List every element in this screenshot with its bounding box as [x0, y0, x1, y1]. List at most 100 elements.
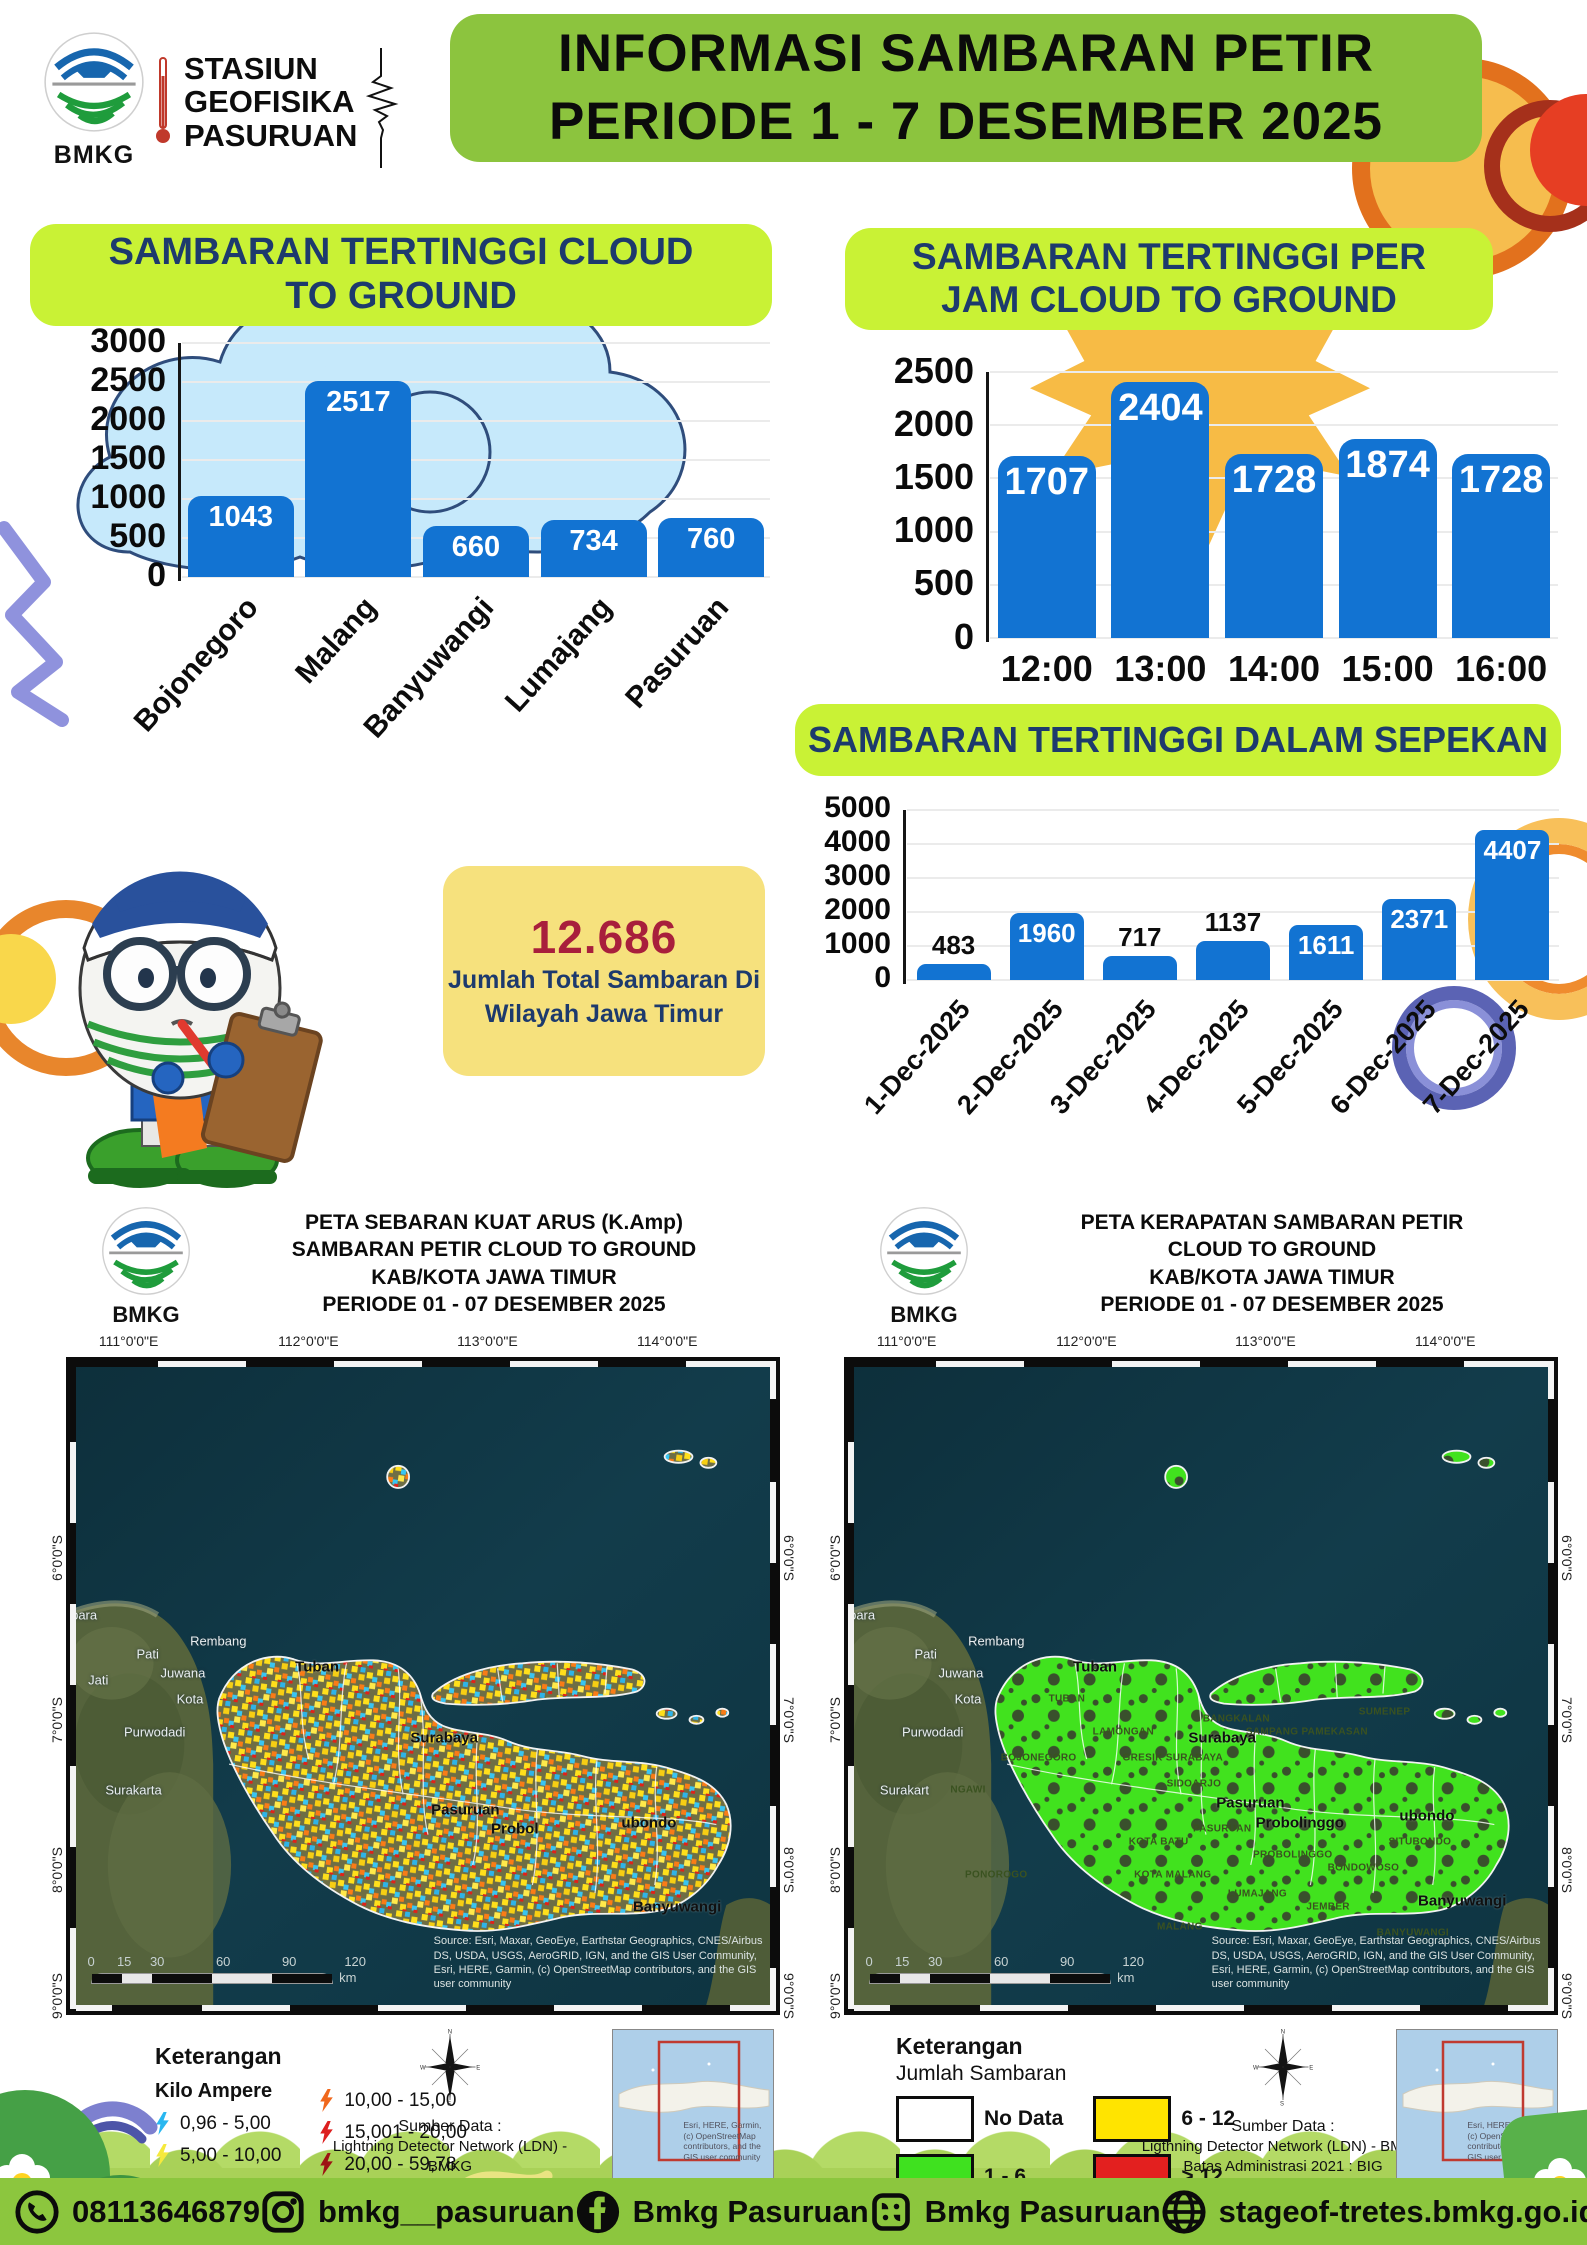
map-place-label: Purwodadi	[902, 1724, 964, 1739]
map-place-label: SUMENEP	[1358, 1706, 1411, 1718]
compass-rose-icon	[420, 2027, 480, 2107]
map-place-label: KOTA BATU	[1128, 1836, 1189, 1848]
bar: 1611	[1289, 925, 1364, 980]
latitude-label: 6°0'0"S	[1559, 1534, 1575, 1581]
footer-website[interactable]: stageof-tretes.bmkg.go.id	[1161, 2189, 1587, 2235]
bmkg-logo-map-left: BMKG	[98, 1205, 194, 1328]
longitude-label: 113°0'0"E	[1235, 1333, 1296, 1349]
map-place-label: Purwodadi	[124, 1724, 186, 1739]
decor-purple-zigzag	[0, 521, 69, 727]
gridline	[907, 877, 1559, 879]
bar-value-label: 1137	[1204, 907, 1262, 937]
longitude-label: 111°0'0"E	[876, 1333, 937, 1349]
bar-value-label: 1960	[1017, 918, 1076, 948]
total-strikes-caption-line1: Jumlah Total Sambaran Di	[447, 966, 761, 995]
y-axis-tick-label: 1000	[893, 509, 974, 551]
latitude-label: 8°0'0"S	[1559, 1846, 1575, 1893]
page-title: INFORMASI SAMBARAN PETIR PERIODE 1 - 7 D…	[450, 14, 1482, 162]
map-place-label: Tuban	[295, 1658, 340, 1675]
map-right-scalebar: 0 15 30 60 90 120 km	[865, 1954, 1145, 1985]
bar-value-label: 1874	[1345, 444, 1430, 486]
map-place-label: LAMONGAN	[1092, 1726, 1154, 1737]
station-logo-block: BMKG STASIUN GEOFISIKA PASURUAN	[42, 30, 442, 169]
map-place-label: Rembang	[190, 1633, 247, 1648]
bar: 1728	[1452, 454, 1551, 638]
map-place-label: TUBAN	[1048, 1693, 1086, 1705]
legend-item: No Data	[896, 2096, 1063, 2142]
station-name: STASIUN GEOFISIKA PASURUAN	[184, 51, 358, 153]
y-axis-tick-label: 3000	[824, 859, 891, 893]
bar-value-label: 4407	[1483, 835, 1542, 865]
total-strikes-value: 12.686	[530, 911, 678, 964]
map-place-label: BONDOWOSO	[1327, 1862, 1400, 1874]
map-place-label: BOJONEGORO	[1000, 1752, 1077, 1763]
bar-value-label: 1728	[1231, 459, 1317, 501]
bar-value-label: 660	[451, 531, 501, 563]
map-place-label: BANYUWANGI	[1376, 1927, 1450, 1939]
bar-value-label: 717	[1118, 922, 1162, 952]
map-place-label: SIDOARJO	[1166, 1778, 1222, 1789]
latitude-label: 6°0'0"S	[781, 1534, 797, 1581]
y-axis-tick-label: 1000	[90, 477, 166, 516]
map-place-label: Juwana	[938, 1665, 984, 1681]
map-place-label: KOTA MALANG	[1134, 1869, 1212, 1880]
legend-item: 20,00 - 59,78	[319, 2153, 467, 2176]
longitude-label: 114°0'0"E	[636, 1333, 698, 1349]
whatsapp-icon	[15, 2189, 59, 2234]
bar-value-label: 760	[686, 523, 736, 555]
bmkg-logo: BMKG	[42, 30, 146, 170]
map-place-label: Pasuruan	[1216, 1794, 1285, 1812]
y-axis-tick-label: 500	[109, 516, 166, 555]
y-axis-tick-label: 2000	[824, 893, 891, 927]
map-place-label: Rembang	[968, 1633, 1025, 1648]
x-axis-category-label: Malang	[289, 591, 383, 690]
map-place-label: NGAWI	[950, 1784, 986, 1796]
bar: 2517	[305, 381, 412, 577]
latitude-label: 9°0'0"S	[1559, 1973, 1575, 2020]
mascot-illustration	[78, 871, 323, 1188]
bmkg-logo-map-right: BMKG	[876, 1205, 972, 1328]
map-left-inset-overview: Esri, HERE, Garmin, (c) OpenStreetMap co…	[612, 2029, 774, 2181]
latitude-label: 7°0'0"S	[49, 1697, 65, 1743]
footer-facebook[interactable]: Bmkg Pasuruan	[575, 2189, 869, 2235]
map-right-place-labels: para Pati Juwana Rembang Kota Purwodadi Suraka…	[848, 1361, 1554, 2011]
chart2-title: SAMBARAN TERTINGGI PER JAM CLOUD TO GROU…	[845, 228, 1493, 330]
gridline	[990, 424, 1558, 427]
map-place-label: LUMAJANG	[1227, 1888, 1288, 1900]
legend-item: 10,00 - 15,00	[319, 2089, 467, 2112]
map-place-label: Probolinggo	[1255, 1814, 1344, 1831]
bar: 1707	[997, 456, 1096, 638]
facebook-icon	[576, 2190, 619, 2233]
footer-whatsapp[interactable]: 08113646879	[14, 2189, 260, 2235]
gridline	[182, 498, 770, 500]
map-place-label: Probol	[491, 1820, 539, 1838]
bar: 2404	[1111, 382, 1210, 638]
bar-value-label: 1611	[1297, 930, 1355, 960]
map-right-canvas[interactable]: para Pati Juwana Rembang Kota Purwodadi Suraka…	[827, 1357, 1575, 2019]
gridline	[182, 381, 770, 383]
bar-value-label: 1043	[208, 501, 274, 533]
instagram-icon	[262, 2190, 304, 2233]
legend-item: 6 - 12	[1093, 2096, 1235, 2142]
y-axis-tick-label: 0	[147, 555, 166, 594]
map-left-canvas[interactable]: para Pati Juwana Rembang Jati Kota Purwodadi Su…	[49, 1357, 797, 2019]
footer-fanpage[interactable]: Bmkg Pasuruan	[869, 2190, 1161, 2234]
y-axis-tick-label: 0	[953, 615, 974, 657]
y-axis-tick-label: 2500	[893, 349, 974, 391]
map-place-label: Kota	[176, 1691, 204, 1707]
map-right-longitude-labels: 111°0'0"E 112°0'0"E 113°0'0"E 114°0'0"E	[838, 1333, 1560, 1357]
bar: 1960	[1009, 913, 1084, 980]
total-strikes-caption-line2: Wilayah Jawa Timur	[484, 1000, 724, 1028]
map-place-label: Kota	[954, 1691, 982, 1707]
map-place-label: PROBOLINGGO	[1253, 1849, 1333, 1861]
y-axis-tick-label: 2000	[893, 402, 974, 444]
bmkg-logo-text: BMKG	[53, 141, 135, 169]
chart3-title: SAMBARAN TERTINGGI DALAM SEPEKAN	[795, 704, 1561, 776]
x-axis-category-label: 13:00	[1114, 648, 1207, 689]
map-place-label: GRESIK SURABAYA	[1122, 1752, 1223, 1763]
map-density: BMKG PETA KERAPATAN SAMBARAN PETIR CLOUD …	[827, 1205, 1575, 2200]
footer-instagram[interactable]: bmkg__pasuruan	[260, 2189, 575, 2235]
compass-rose-icon	[1253, 2027, 1313, 2107]
map-place-label: Surakart	[879, 1782, 930, 1798]
bar: 717	[1102, 922, 1177, 980]
